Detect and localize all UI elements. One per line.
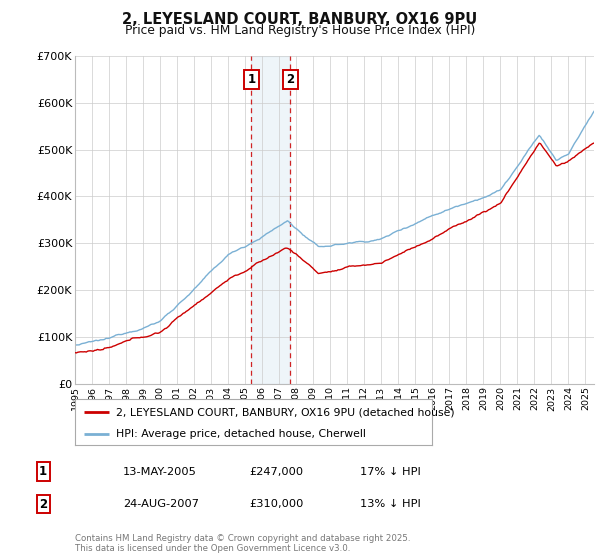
Text: Contains HM Land Registry data © Crown copyright and database right 2025.
This d: Contains HM Land Registry data © Crown c… bbox=[75, 534, 410, 553]
Text: 2: 2 bbox=[286, 73, 295, 86]
Text: 24-AUG-2007: 24-AUG-2007 bbox=[123, 499, 199, 509]
Text: 1: 1 bbox=[247, 73, 256, 86]
Text: £247,000: £247,000 bbox=[249, 466, 303, 477]
Text: 13-MAY-2005: 13-MAY-2005 bbox=[123, 466, 197, 477]
Text: 2, LEYESLAND COURT, BANBURY, OX16 9PU (detached house): 2, LEYESLAND COURT, BANBURY, OX16 9PU (d… bbox=[116, 407, 455, 417]
Text: 13% ↓ HPI: 13% ↓ HPI bbox=[360, 499, 421, 509]
Text: 17% ↓ HPI: 17% ↓ HPI bbox=[360, 466, 421, 477]
Text: Price paid vs. HM Land Registry's House Price Index (HPI): Price paid vs. HM Land Registry's House … bbox=[125, 24, 475, 36]
Text: 2, LEYESLAND COURT, BANBURY, OX16 9PU: 2, LEYESLAND COURT, BANBURY, OX16 9PU bbox=[122, 12, 478, 27]
Text: £310,000: £310,000 bbox=[249, 499, 304, 509]
Text: HPI: Average price, detached house, Cherwell: HPI: Average price, detached house, Cher… bbox=[116, 429, 366, 438]
Text: 1: 1 bbox=[39, 465, 47, 478]
Text: 2: 2 bbox=[39, 497, 47, 511]
Bar bbox=[251, 56, 290, 384]
